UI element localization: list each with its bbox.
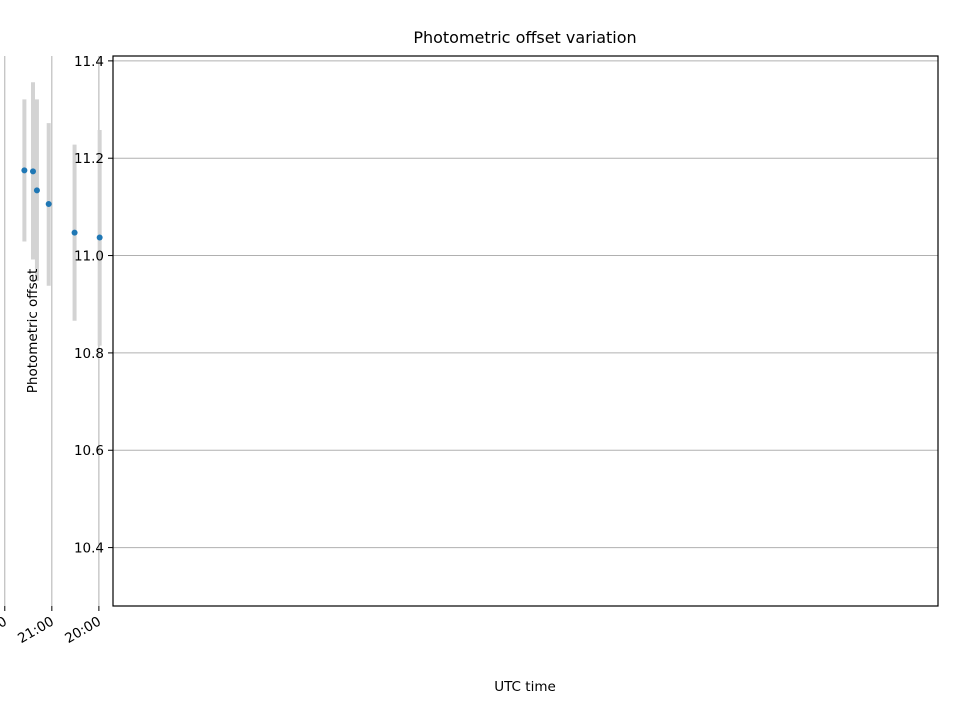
y-tick-label: 10.8 [74,346,104,362]
y-axis-label: Photometric offset [25,269,41,393]
x-tick-label: 22:00 [0,614,10,647]
data-point [33,187,40,194]
y-tick-label: 11.2 [74,151,104,167]
y-tick-label: 10.6 [74,443,104,459]
y-tick-label: 11.4 [74,54,104,70]
data-point [96,234,103,241]
y-axis-ticks: 10.4 10.6 10.8 11.0 11.2 11.4 [74,54,113,557]
data-point [45,200,52,207]
data-point [30,168,37,175]
y-tick-label: 11.0 [74,249,104,265]
chart-title: Photometric offset variation [413,28,636,47]
x-axis-label: UTC time [494,679,556,695]
plot-frame [112,55,939,607]
grid [4,56,938,606]
data-point [21,167,28,174]
y-tick-label: 10.4 [74,541,104,557]
data-point [71,229,78,236]
data-points [21,167,103,241]
